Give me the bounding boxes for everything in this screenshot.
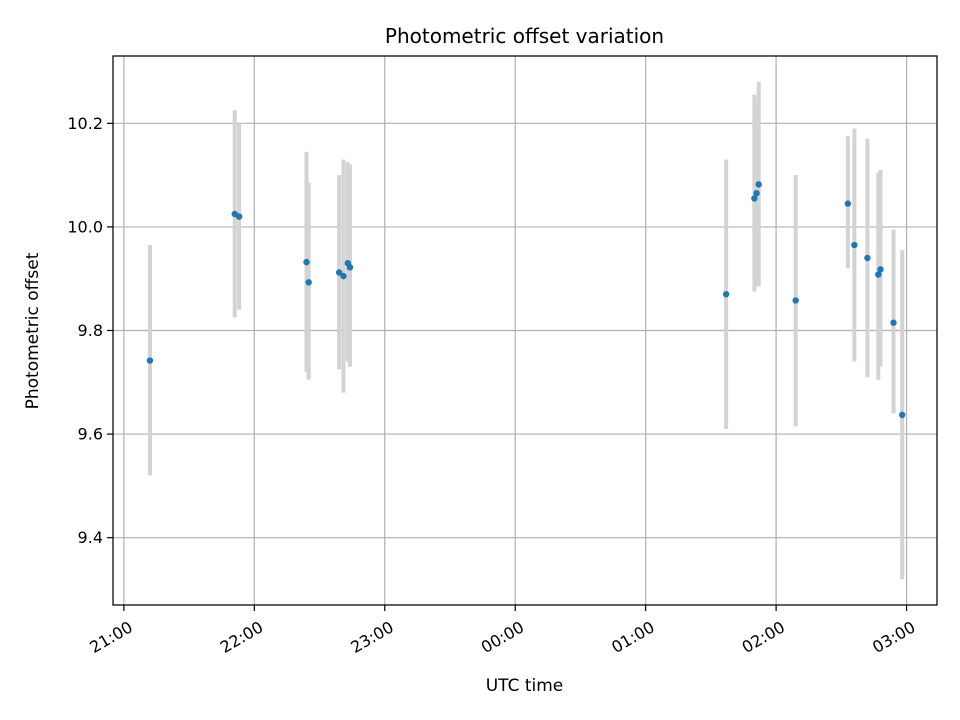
chart-title: Photometric offset variation — [385, 24, 664, 48]
data-point — [864, 254, 871, 262]
data-point — [235, 213, 243, 220]
y-tick-label: 9.8 — [78, 321, 103, 340]
data-point — [722, 291, 730, 298]
data-point — [346, 264, 354, 271]
data-point — [755, 181, 762, 188]
data-point — [305, 279, 312, 286]
data-point — [751, 195, 758, 202]
data-point — [146, 357, 154, 364]
data-point — [340, 272, 347, 280]
data-point — [851, 241, 858, 249]
data-point — [335, 269, 343, 276]
data-points — [146, 181, 906, 419]
data-point — [877, 266, 884, 273]
data-point — [753, 190, 760, 197]
y-axis-label: Photometric offset — [23, 252, 43, 409]
y-tick-label: 10.0 — [67, 217, 103, 236]
y-axis-ticks: 9.4 9.6 9.8 10.0 10.2 — [67, 114, 113, 547]
data-point — [844, 200, 852, 207]
data-point — [899, 411, 906, 419]
y-tick-label: 10.2 — [67, 114, 103, 133]
data-point — [792, 297, 799, 304]
data-point — [890, 319, 897, 326]
y-tick-label: 9.6 — [78, 425, 103, 444]
data-point — [303, 258, 310, 266]
x-axis-label: UTC time — [486, 676, 564, 696]
data-point — [875, 271, 882, 278]
grid — [113, 56, 937, 605]
y-tick-label: 9.4 — [78, 528, 103, 547]
